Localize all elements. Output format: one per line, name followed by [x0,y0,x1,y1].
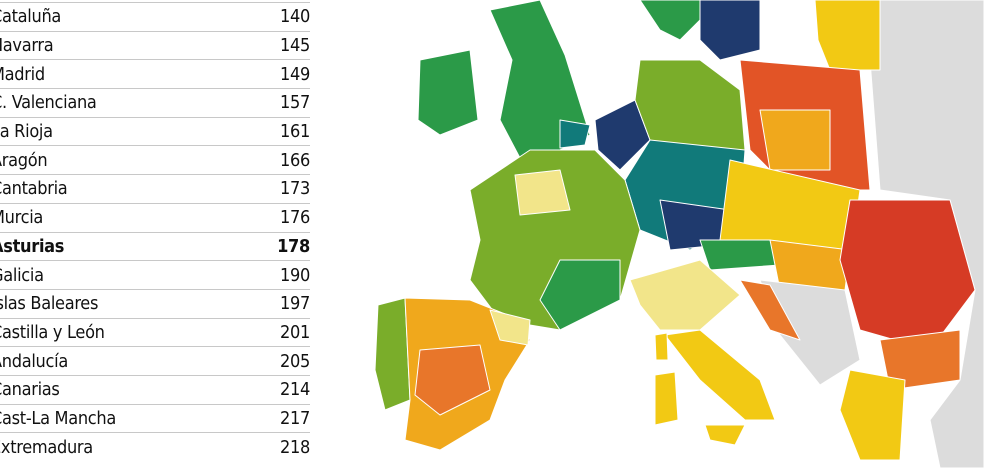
region-value: 149 [279,63,310,85]
region-name: Asturias [0,235,65,257]
table-row: Islas Baleares 197 [0,288,310,318]
region-value: 178 [277,235,310,257]
table-row: Cast-La Mancha 217 [0,403,310,433]
region-name: Andalucía [0,350,68,372]
region-spain-center [414,344,491,416]
region-ireland [417,49,479,136]
region-name: Aragón [0,149,48,171]
region-name: Murcia [0,207,44,229]
region-name: Cantabria [0,178,68,200]
region-name: Canarias [0,379,60,401]
region-austria [699,239,781,271]
region-croatia [739,279,801,341]
table-row: La Rioja 161 [0,116,310,146]
region-name: Extremadura [0,436,93,458]
region-bulgaria [879,329,961,391]
region-value: 214 [279,379,310,401]
region-name: Madrid [0,63,45,85]
region-value: 176 [279,207,310,229]
region-name: Castilla y León [0,321,105,343]
region-poland-central [759,109,831,171]
region-portugal [374,297,411,411]
region-corsica [654,332,669,361]
region-london [559,119,591,149]
region-value: 218 [279,436,310,458]
table-row: Canarias 214 [0,374,310,404]
table-row: Navarra 145 [0,30,310,60]
table-row: Madrid 149 [0,59,310,88]
region-baltic [814,0,881,71]
region-value: 205 [279,350,310,372]
region-value: 157 [279,92,310,114]
region-greece [839,369,906,461]
region-romania [839,199,976,351]
region-france-south [539,259,621,331]
region-value: 217 [279,407,310,429]
table-row: Castilla y León 201 [0,317,310,347]
table-row: Galicia 190 [0,260,310,289]
table-row: Murcia 176 [0,202,310,232]
region-italy-south [664,329,776,421]
table-row: Extremadura 218 [0,432,310,461]
table-row: Cataluña 140 [0,2,310,31]
region-value: 201 [279,321,310,343]
region-brittany [514,169,571,216]
region-name: Navarra [0,35,54,57]
table-row: Cantabria 173 [0,174,310,203]
region-sicily [704,424,746,446]
region-value: 197 [279,293,310,315]
region-value: 173 [279,178,310,200]
table-row: Asturias 178 [0,231,310,261]
table-row: Andalucía 205 [0,346,310,375]
region-scandinavia [639,0,701,41]
region-name: Islas Baleares [0,293,99,315]
region-sardinia [654,371,679,426]
region-sweden [699,0,761,61]
region-table: Cataluña 140 Navarra 145 Madrid 149 C. Valenci… [0,2,310,461]
region-value: 161 [279,121,310,143]
europe-choropleth-map [374,0,984,468]
region-name: Cataluña [0,6,62,28]
region-spain-catalonia [489,309,531,346]
region-benelux [594,99,651,171]
region-value: 166 [279,149,310,171]
region-name: Cast-La Mancha [0,407,116,429]
region-value: 140 [279,6,310,28]
region-italy-north [629,259,741,331]
table-row: C. Valenciana 157 [0,88,310,117]
region-value: 145 [279,35,310,57]
region-name: Galicia [0,264,44,286]
region-name: La Rioja [0,121,53,143]
region-name: C. Valenciana [0,92,97,114]
table-row: Aragón 166 [0,145,310,174]
region-value: 190 [279,264,310,286]
